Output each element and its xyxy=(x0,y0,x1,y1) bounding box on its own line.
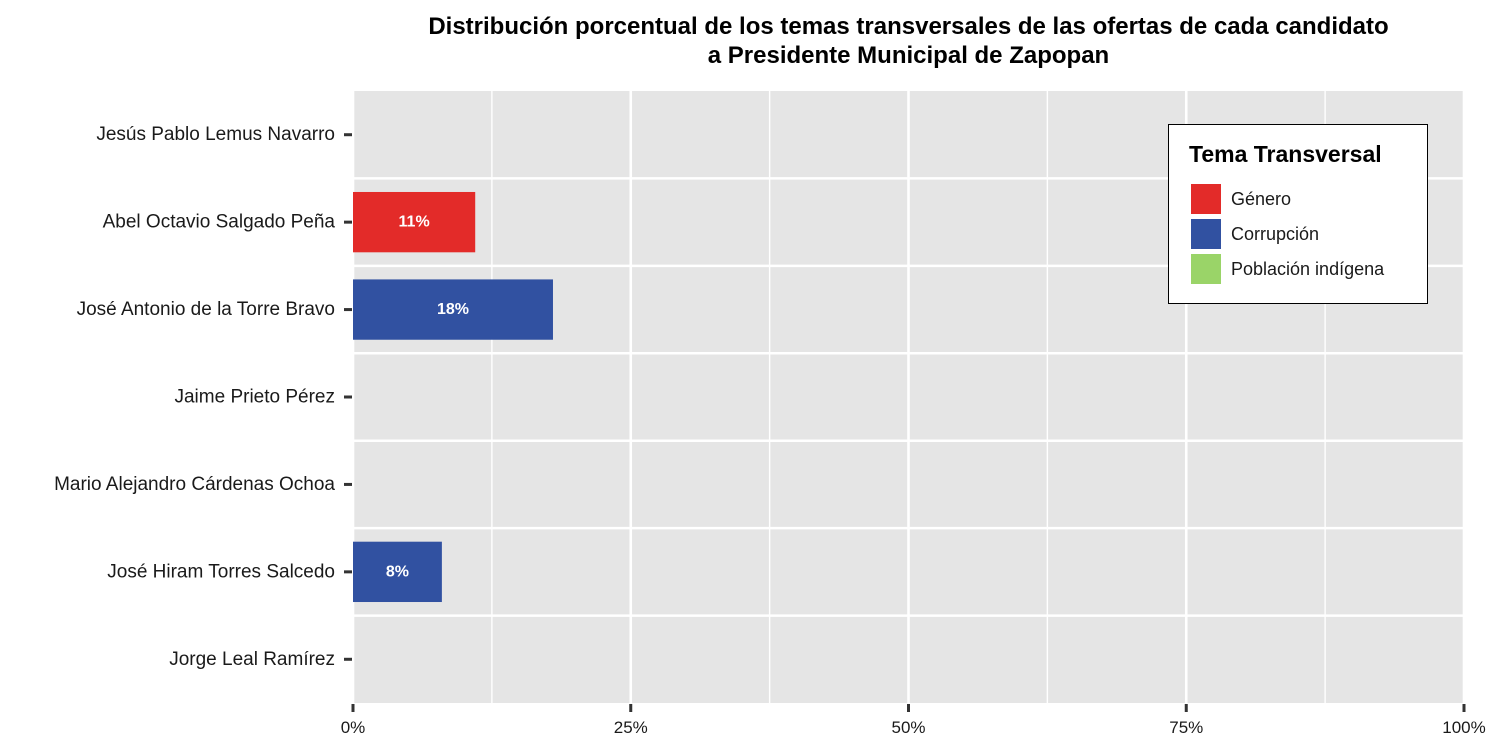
bar xyxy=(353,541,442,603)
bar xyxy=(353,279,553,340)
bars: 11% 18% 8% xyxy=(353,191,553,603)
legend-title: Tema Transversal xyxy=(1189,141,1382,167)
legend: Tema Transversal Género Corrupción Pobla… xyxy=(1168,124,1428,304)
legend-label-genero: Género xyxy=(1231,188,1292,209)
x-tick-label: 0% xyxy=(341,718,366,737)
x-tick-label: 50% xyxy=(891,718,925,737)
bar xyxy=(353,191,476,253)
legend-label-corrupcion: Corrupción xyxy=(1231,223,1320,244)
y-tick-label: Jorge Leal Ramírez xyxy=(169,649,335,670)
y-tick-label: Abel Octavio Salgado Peña xyxy=(103,212,336,233)
y-tick-label: Mario Alejandro Cárdenas Ochoa xyxy=(54,474,335,495)
bar-data-label: 18% xyxy=(437,301,469,318)
legend-swatch-poblacion-indigena xyxy=(1191,254,1221,284)
y-tick-label: Jesús Pablo Lemus Navarro xyxy=(96,124,335,145)
bar-data-label: 8% xyxy=(386,563,409,580)
x-tick-label: 100% xyxy=(1442,718,1485,737)
legend-swatch-corrupcion xyxy=(1191,219,1221,249)
y-axis: Jesús Pablo Lemus Navarro Abel Octavio Sa… xyxy=(54,124,352,670)
bar-data-label: 11% xyxy=(399,214,430,231)
y-tick-label: Jaime Prieto Pérez xyxy=(174,387,335,408)
y-tick-label: José Antonio de la Torre Bravo xyxy=(77,299,335,320)
x-tick-label: 25% xyxy=(614,718,648,737)
legend-item-genero: Género xyxy=(1191,184,1291,214)
chart-title-line-1: Distribución porcentual de los temas tra… xyxy=(428,13,1389,40)
chart-title: Distribución porcentual de los temas tra… xyxy=(353,12,1464,70)
legend-label-poblacion-indigena: Población indígena xyxy=(1231,258,1385,279)
legend-item-poblacion-indigena: Población indígena xyxy=(1191,254,1384,284)
x-axis: 0% 25% 50% 75% 100% xyxy=(341,704,1486,737)
chart-title-line-2: a Presidente Municipal de Zapopan xyxy=(707,42,1110,69)
legend-swatch-genero xyxy=(1191,184,1221,214)
y-tick-label: José Hiram Torres Salcedo xyxy=(107,561,335,582)
legend-item-corrupcion: Corrupción xyxy=(1191,219,1319,249)
x-tick-label: 75% xyxy=(1169,718,1203,737)
